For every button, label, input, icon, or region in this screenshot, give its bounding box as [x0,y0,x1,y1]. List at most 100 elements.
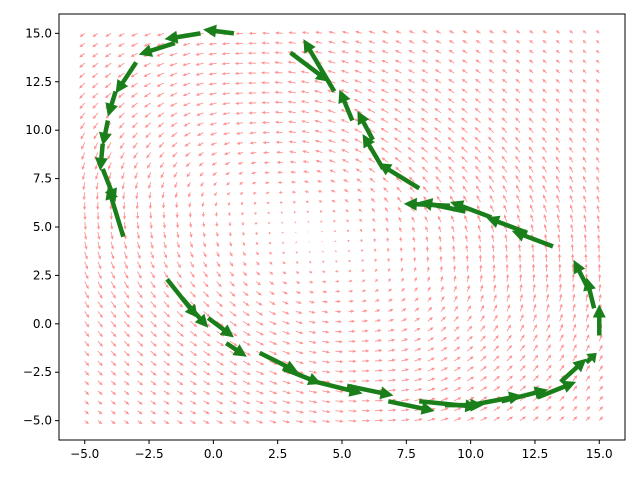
field-arrow [322,400,331,404]
field-arrow [355,168,363,173]
field-arrow [440,296,445,302]
field-arrow [203,291,210,298]
field-arrow [559,416,565,421]
field-arrow [519,344,525,352]
field-arrow [572,323,577,332]
field-arrow [440,316,446,322]
field-arrow [505,263,509,272]
field-arrow [190,330,198,337]
field-arrow [163,291,170,299]
field-arrow [222,122,230,126]
field-arrow [572,313,576,322]
field-arrow [480,416,488,422]
field-arrow [597,234,601,242]
field-arrow [519,303,524,312]
field-arrow [333,220,336,223]
field-arrow [440,285,444,292]
field-arrow [263,161,270,165]
field-arrow [256,301,263,306]
field-arrow [203,271,208,278]
field-arrow [82,172,86,181]
field-arrow [313,99,323,104]
field-arrow [420,127,429,134]
field-arrow [288,41,296,45]
field-arrow [248,101,257,105]
field-arrow [157,112,165,118]
field-arrow [582,117,587,123]
field-arrow [506,283,510,292]
field-arrow [279,200,283,205]
field-arrow [478,254,483,262]
field-arrow [572,395,578,402]
field-arrow [335,399,344,403]
field-arrow [134,162,138,170]
field-arrow [438,235,442,243]
field-arrow [328,159,336,163]
field-arrow [335,419,344,423]
field-arrow [453,336,460,342]
field-arrow [361,359,370,363]
field-arrow [414,398,423,402]
field-arrow [546,303,550,312]
field-arrow [264,181,270,185]
field-arrow [256,360,265,366]
field-arrow [234,91,244,95]
field-arrow [274,51,283,55]
field-arrow [424,205,429,213]
field-arrow [371,207,376,213]
field-arrow [216,281,222,288]
field-arrow [532,273,536,282]
field-arrow [596,49,600,54]
field-arrow [123,251,128,260]
field-arrow [144,32,151,37]
field-arrow [269,281,275,285]
field-arrow [161,192,165,199]
field-arrow [425,225,429,233]
field-arrow [369,177,376,183]
field-arrow [242,400,251,405]
field-arrow [556,184,561,193]
field-arrow [84,311,90,318]
field-arrow [229,420,237,424]
field-arrow [322,300,329,304]
field-arrow [582,49,587,54]
field-arrow [190,420,197,424]
field-arrow [143,82,151,88]
field-arrow [148,202,152,210]
field-arrow [308,280,314,284]
field-arrow [282,301,289,305]
field-arrow [448,59,455,64]
field-arrow [452,265,457,272]
field-arrow [110,231,114,240]
field-arrow [474,127,481,133]
field-arrow [303,170,310,174]
field-arrow [175,212,179,219]
field-arrow [242,410,251,414]
field-arrow [210,142,217,146]
field-arrow [105,32,112,37]
field-arrow [248,41,257,45]
field-arrow [596,185,600,193]
field-arrow [269,400,278,404]
field-arrow [529,30,534,34]
field-arrow [123,321,130,328]
field-arrow [295,380,305,384]
field-arrow [162,221,166,229]
field-arrow [122,202,126,210]
field-arrow [397,196,402,203]
field-arrow [176,400,184,405]
field-arrow [169,72,178,77]
field-arrow [150,311,157,318]
field-arrow [82,202,87,211]
field-arrow [117,52,125,58]
field-arrow [533,416,539,421]
field-arrow [598,283,602,292]
field-arrow [322,320,330,324]
field-arrow [440,397,449,402]
field-arrow [475,30,481,34]
field-arrow [408,40,415,44]
field-arrow [383,187,389,193]
field-arrow [306,210,310,214]
field-arrow [532,324,538,332]
field-arrow [480,376,488,382]
